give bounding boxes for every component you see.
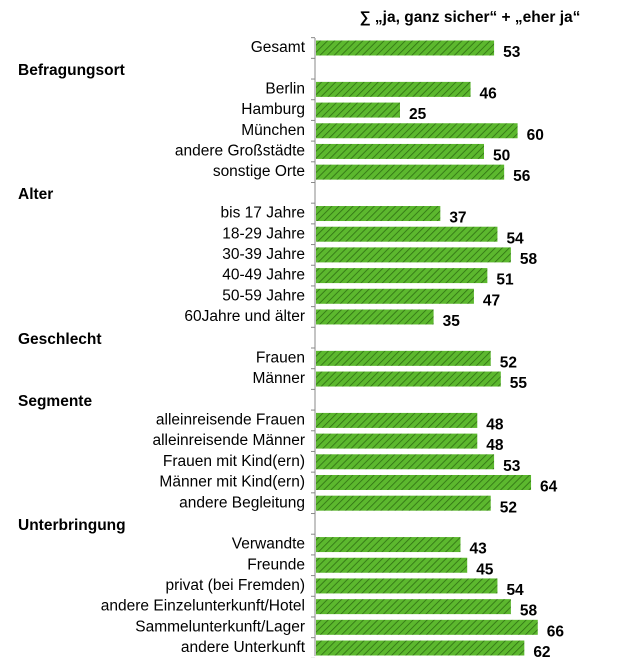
bar	[316, 226, 498, 242]
bar	[316, 619, 538, 635]
value-label: 53	[503, 44, 521, 61]
bar	[316, 268, 488, 284]
bar	[316, 247, 511, 263]
bar	[316, 350, 491, 366]
bar	[316, 454, 495, 470]
bar	[316, 557, 468, 573]
bar	[316, 143, 484, 159]
category-label: 60Jahre und älter	[184, 308, 305, 325]
value-label: 58	[520, 603, 538, 620]
category-label: Gesamt	[251, 39, 306, 56]
value-label: 56	[513, 168, 531, 185]
bar	[316, 371, 501, 387]
bar	[316, 288, 474, 304]
chart-title: ∑ „ja, ganz sicher“ + „eher ja“	[360, 9, 581, 26]
value-label: 50	[493, 148, 510, 165]
bar	[316, 123, 518, 139]
bar	[316, 102, 400, 118]
bar	[316, 433, 478, 449]
category-label: Männer	[252, 370, 305, 387]
category-label: München	[241, 122, 305, 139]
bar	[316, 537, 461, 553]
value-label: 43	[469, 541, 487, 558]
group-header: Segmente	[18, 393, 92, 410]
category-label: andere Unterkunft	[181, 639, 306, 656]
bar	[316, 599, 511, 615]
category-label: 40-49 Jahre	[222, 267, 305, 284]
value-label: 45	[476, 561, 494, 578]
category-label: andere Großstädte	[175, 143, 305, 160]
value-label: 52	[500, 354, 517, 371]
value-label: 55	[510, 375, 528, 392]
category-label: 18-29 Jahre	[222, 225, 305, 242]
category-label: Sammelunterkunft/Lager	[135, 618, 305, 635]
value-label: 58	[520, 251, 538, 268]
category-label: alleinreisende Frauen	[156, 412, 305, 429]
category-label: 50-59 Jahre	[222, 287, 305, 304]
category-label: andere Einzelunterkunft/Hotel	[101, 598, 305, 615]
category-label: Männer mit Kind(ern)	[159, 474, 305, 491]
bar	[316, 309, 434, 325]
bar	[316, 495, 491, 511]
value-label: 37	[449, 210, 466, 227]
value-label: 53	[503, 458, 521, 475]
category-label: alleinreisende Männer	[152, 432, 305, 449]
category-label: Freunde	[247, 556, 305, 573]
bar	[316, 412, 478, 428]
bar	[316, 164, 505, 180]
category-label: bis 17 Jahre	[221, 205, 305, 222]
value-label: 64	[540, 479, 558, 496]
category-label: Frauen mit Kind(ern)	[163, 453, 305, 470]
value-label: 54	[506, 230, 524, 247]
group-header: Befragungsort	[18, 62, 125, 79]
value-label: 62	[533, 644, 550, 658]
value-label: 51	[496, 272, 514, 289]
value-label: 52	[500, 499, 517, 516]
category-label: Verwandte	[232, 536, 305, 553]
group-header: Unterbringung	[18, 517, 126, 534]
category-label: 30-39 Jahre	[222, 246, 305, 263]
category-label: Frauen	[256, 349, 305, 366]
value-label: 25	[409, 106, 427, 123]
category-label: Hamburg	[241, 101, 305, 118]
value-label: 66	[547, 623, 565, 640]
bar	[316, 40, 495, 56]
bar	[316, 474, 532, 490]
value-label: 47	[483, 292, 500, 309]
bar	[316, 640, 525, 656]
category-label: andere Begleitung	[179, 494, 305, 511]
category-label: privat (bei Fremden)	[165, 577, 305, 594]
bar	[316, 578, 498, 594]
value-label: 60	[527, 127, 544, 144]
bar	[316, 81, 471, 97]
value-label: 48	[486, 417, 504, 434]
value-label: 35	[443, 313, 461, 330]
category-label: sonstige Orte	[213, 163, 305, 180]
group-header: Geschlecht	[18, 331, 102, 348]
value-label: 48	[486, 437, 504, 454]
bar	[316, 206, 441, 222]
value-label: 46	[480, 85, 498, 102]
category-label: Berlin	[265, 80, 305, 97]
value-label: 54	[506, 582, 524, 599]
group-header: Alter	[18, 186, 53, 203]
